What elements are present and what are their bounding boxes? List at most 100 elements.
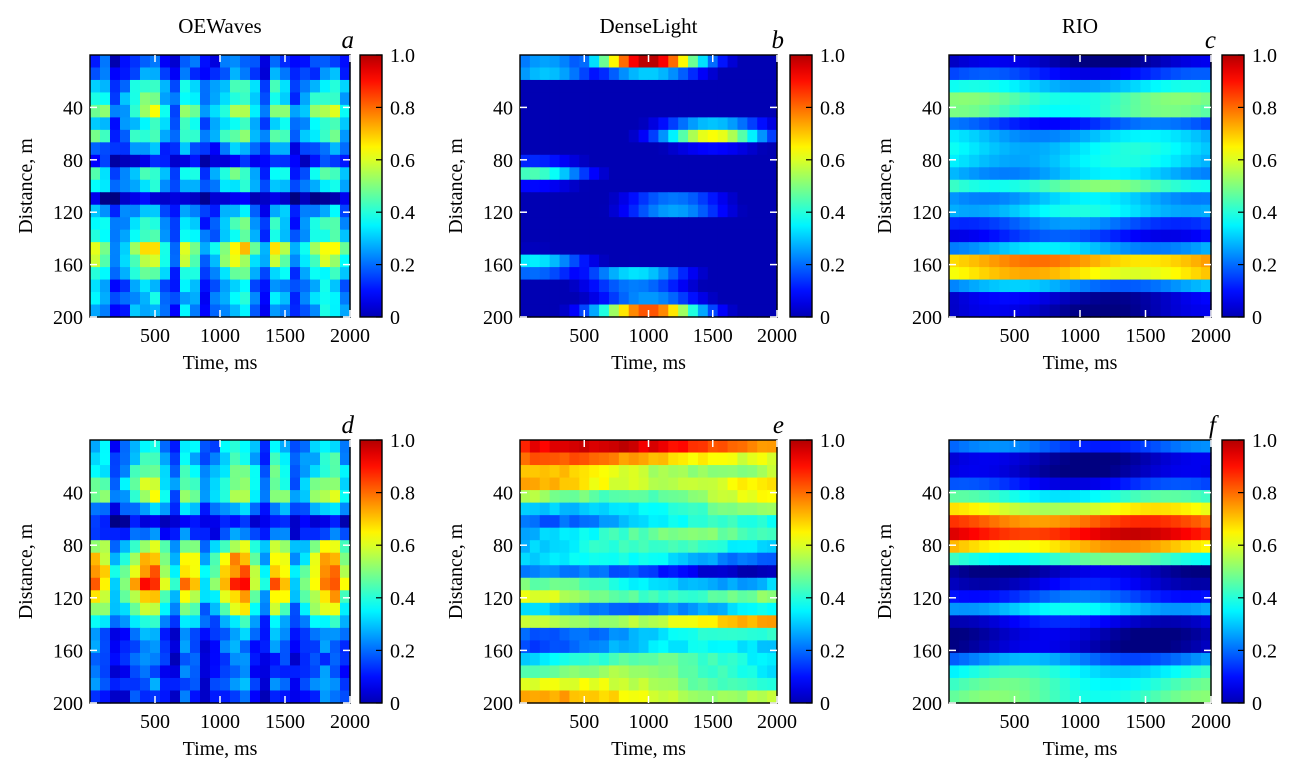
heatmap-cell <box>539 55 551 69</box>
heatmap-cell <box>170 502 181 516</box>
heatmap-cell <box>668 565 679 579</box>
heatmap-cell <box>130 117 141 131</box>
heatmap-cell <box>678 229 689 243</box>
heatmap-cell <box>240 540 251 554</box>
heatmap-cell <box>280 142 291 156</box>
heatmap-cell <box>569 179 580 193</box>
heatmap-cell <box>668 515 679 529</box>
heatmap-cell <box>1180 627 1192 641</box>
heatmap-cell <box>1200 117 1212 131</box>
heatmap-cell <box>1080 79 1091 94</box>
heatmap-cell <box>1200 242 1212 256</box>
heatmap-cell <box>638 229 650 243</box>
heatmap-cell <box>1130 154 1142 168</box>
heatmap-cell <box>1150 665 1162 679</box>
heatmap-cell <box>130 465 141 479</box>
heatmap-cell <box>969 652 980 667</box>
heatmap-cell <box>150 217 161 231</box>
heatmap-cell <box>1180 590 1192 604</box>
heatmap-cell <box>628 477 640 491</box>
heatmap-cell <box>320 79 331 94</box>
heatmap-cell <box>1140 192 1152 206</box>
heatmap-cell <box>707 527 719 541</box>
heatmap-cell <box>200 192 211 206</box>
heatmap-cell <box>1049 67 1061 81</box>
heatmap-cell <box>589 490 600 504</box>
heatmap-cell <box>529 690 541 704</box>
heatmap-cell <box>658 615 669 629</box>
heatmap-cell <box>678 527 689 541</box>
heatmap-cell <box>210 279 221 293</box>
heatmap-cell <box>1090 677 1101 692</box>
heatmap-cell <box>1039 502 1051 516</box>
heatmap-cell <box>170 167 181 181</box>
heatmap-cell <box>757 55 768 69</box>
heatmap-cell <box>140 477 151 491</box>
heatmap-cell <box>697 229 709 243</box>
heatmap-cell <box>1190 129 1202 143</box>
heatmap-cell <box>747 142 758 156</box>
heatmap-cell <box>330 254 341 268</box>
heatmap-cell <box>1160 179 1172 193</box>
heatmap-cell <box>100 590 111 604</box>
heatmap-cell <box>589 615 600 629</box>
heatmap-cell <box>180 129 191 143</box>
heatmap-cell <box>599 55 610 69</box>
heatmap-cell <box>1090 590 1101 604</box>
heatmap-cell <box>190 292 201 306</box>
heatmap-cell <box>589 665 600 679</box>
heatmap-cell <box>1200 267 1212 281</box>
x-tick-label: 1000 <box>629 325 669 347</box>
heatmap-cell <box>678 477 689 491</box>
heatmap-cell <box>240 452 251 466</box>
heatmap-cell <box>1130 627 1142 641</box>
heatmap-cell <box>310 690 321 704</box>
heatmap-cell <box>1049 304 1061 318</box>
heatmap-cell <box>1059 304 1071 318</box>
heatmap-cell <box>1069 490 1081 504</box>
heatmap-cell <box>959 67 970 81</box>
heatmap-cell <box>727 267 739 281</box>
heatmap-cell <box>320 440 331 454</box>
heatmap-cell <box>688 204 699 218</box>
heatmap-cell <box>999 640 1011 654</box>
heatmap-cell <box>320 104 331 118</box>
heatmap-cell <box>999 304 1011 318</box>
heatmap-cell <box>330 67 341 81</box>
heatmap-cell <box>130 590 141 604</box>
heatmap-cell <box>320 552 331 566</box>
heatmap-cell <box>1140 677 1152 692</box>
heatmap-cell <box>549 192 561 206</box>
heatmap-cell <box>330 452 341 466</box>
heatmap-cell <box>310 154 321 168</box>
heatmap-cell <box>737 540 748 554</box>
heatmap-cell <box>310 452 321 466</box>
heatmap-cell <box>549 129 561 143</box>
heatmap-cell <box>340 304 351 318</box>
heatmap-cell <box>250 279 261 293</box>
heatmap-cell <box>260 179 271 193</box>
heatmap-cell <box>1009 577 1021 591</box>
heatmap-cell <box>200 142 211 156</box>
heatmap-cell <box>520 690 531 704</box>
colorbar-tick-label: 1.0 <box>390 45 415 67</box>
heatmap-cell <box>618 154 630 168</box>
heatmap-cell <box>979 267 990 281</box>
heatmap-cell <box>1059 577 1071 591</box>
heatmap-cell <box>608 490 620 504</box>
heatmap-cell <box>539 602 551 616</box>
heatmap-cell <box>1019 502 1031 516</box>
heatmap-cell <box>300 440 311 454</box>
heatmap-cell <box>608 254 620 268</box>
heatmap-cell <box>959 304 970 318</box>
heatmap-cell <box>979 540 990 554</box>
heatmap-cell <box>579 552 590 566</box>
heatmap-cell <box>1029 229 1041 243</box>
heatmap-cell <box>200 204 211 218</box>
heatmap-cell <box>140 167 151 181</box>
heatmap-cell <box>628 142 640 156</box>
heatmap-cell <box>1069 665 1081 679</box>
heatmap-cell <box>727 254 739 268</box>
heatmap-cell <box>608 179 620 193</box>
